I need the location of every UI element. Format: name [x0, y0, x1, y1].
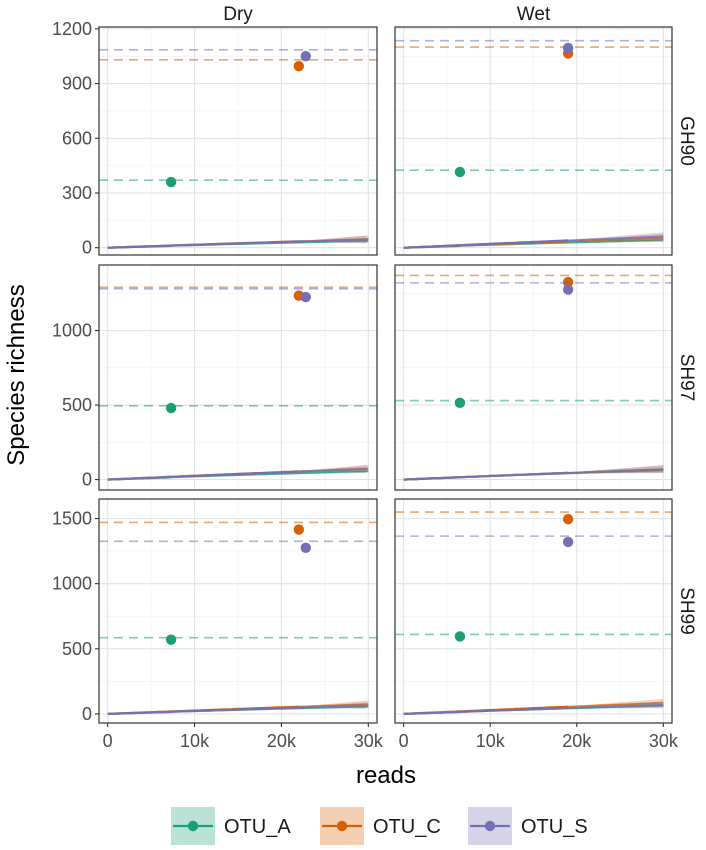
legend-label: OTU_A — [224, 816, 291, 838]
y-tick-label: 0 — [82, 238, 92, 258]
axes-layer: 0 300 600 900 1200 0 500 1000 0 10k 20k 30k 0 500 1000… — [52, 19, 679, 751]
extrapolation-otu-s — [568, 468, 664, 474]
x-tick-label: 10k — [180, 731, 210, 751]
extrapolation-otu-s — [305, 468, 369, 473]
column-strip-dry: Dry — [223, 4, 253, 25]
legend-key-point — [484, 820, 496, 832]
observed-point-otu-c — [562, 513, 574, 525]
x-tick-label: 30k — [354, 731, 384, 751]
row-strip-sh99: SH99 — [676, 587, 697, 635]
y-tick-label: 1000 — [52, 321, 92, 341]
curve-otu-s — [107, 240, 306, 249]
x-tick-label: 20k — [562, 731, 592, 751]
observed-point-otu-a — [454, 397, 466, 409]
observed-point-otu-s — [562, 284, 574, 295]
curve-otu-s — [403, 239, 569, 249]
observed-point-otu-s — [300, 291, 311, 303]
extrapolation-otu-s — [305, 238, 369, 243]
row-strip-sh97: SH97 — [676, 354, 697, 402]
panel-sh99-wet — [394, 498, 673, 724]
panel-gh90-wet — [394, 26, 673, 256]
legend-item-otu-s: OTU_S — [468, 807, 588, 845]
legend-label: OTU_S — [521, 816, 588, 838]
panel-gh90-dry — [98, 26, 378, 256]
observed-point-otu-s — [300, 50, 311, 62]
observed-point-otu-a — [165, 176, 177, 188]
x-tick-label: 10k — [476, 731, 506, 751]
observed-point-otu-a — [165, 634, 177, 645]
x-tick-label: 30k — [649, 731, 679, 751]
curve-otu-s — [403, 471, 569, 481]
legend-label: OTU_C — [373, 816, 441, 838]
panel-border — [394, 498, 673, 724]
y-tick-label: 500 — [62, 639, 92, 659]
legend: OTU_A OTU_C OTU_S — [171, 807, 588, 845]
y-tick-label: 0 — [82, 470, 92, 490]
y-tick-label: 1000 — [52, 574, 92, 594]
y-axis-title: Species richness — [3, 284, 30, 465]
panel-border — [394, 26, 673, 256]
observed-point-otu-s — [562, 536, 574, 548]
legend-item-otu-a: OTU_A — [171, 807, 291, 845]
observed-point-otu-c — [293, 524, 305, 535]
y-tick-label: 500 — [62, 395, 92, 415]
extrapolation-otu-c — [568, 701, 664, 708]
observed-point-otu-s — [300, 542, 311, 554]
x-tick-label: 20k — [267, 731, 297, 751]
panel-border — [98, 264, 378, 491]
observed-point-otu-a — [454, 166, 466, 178]
y-tick-label: 1500 — [52, 509, 92, 529]
observed-point-otu-s — [562, 42, 574, 54]
legend-item-otu-c: OTU_C — [320, 807, 441, 845]
strips-layer: GH90 SH97 SH99 Dry Wet — [223, 4, 697, 635]
y-tick-label: 900 — [62, 74, 92, 94]
curve-otu-s — [107, 706, 306, 715]
extrapolation-otu-c — [298, 703, 369, 708]
row-strip-gh90: GH90 — [676, 116, 697, 166]
y-tick-label: 300 — [62, 183, 92, 203]
observed-point-otu-a — [165, 402, 177, 414]
extrapolation-otu-c — [568, 236, 664, 243]
y-tick-label: 1200 — [52, 19, 92, 39]
column-strip-wet: Wet — [517, 4, 551, 25]
x-tick-label: 0 — [103, 731, 113, 751]
observed-point-otu-a — [454, 631, 466, 642]
legend-key-point — [336, 820, 348, 832]
panel-sh97-dry — [98, 264, 378, 491]
panels-layer — [98, 26, 673, 724]
panel-border — [98, 26, 378, 256]
extrapolation-otu-s — [568, 235, 664, 242]
observed-point-otu-c — [293, 61, 305, 72]
curve-otu-s — [107, 470, 306, 481]
x-axis-title: reads — [356, 762, 416, 789]
y-tick-label: 600 — [62, 128, 92, 148]
extrapolation-otu-s — [568, 703, 664, 709]
x-tick-label: 0 — [399, 731, 409, 751]
panel-border — [98, 498, 378, 724]
panel-sh97-wet — [394, 264, 673, 491]
panel-sh99-dry — [98, 498, 378, 724]
panel-border — [394, 264, 673, 491]
y-tick-label: 0 — [82, 704, 92, 724]
legend-key-point — [187, 820, 199, 832]
extrapolation-otu-s — [305, 704, 369, 709]
curve-otu-s — [403, 706, 569, 715]
